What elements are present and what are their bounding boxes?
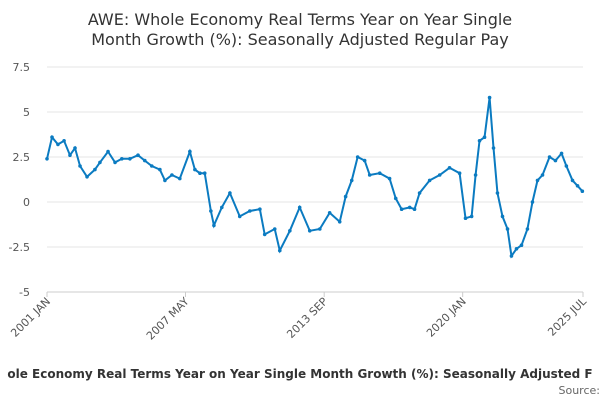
point [535,178,540,183]
point [307,229,312,233]
point [68,153,72,157]
point [491,146,496,150]
chart-title: Month Growth (%): Seasonally Adjusted Re… [91,30,508,49]
point [163,178,167,183]
x-tick-label: 2007 MAY [144,295,192,343]
y-tick-label: -2.5 [9,241,30,254]
x-tick-label: 2013 SEP [284,295,330,341]
point [193,167,197,172]
point [220,205,224,210]
point [362,158,367,163]
point [106,149,110,154]
x-tick-label: 2020 JAN [424,295,469,340]
chart-title: AWE: Whole Economy Real Terms Year on Ye… [88,10,512,29]
point [262,232,267,237]
point [495,191,500,195]
point [198,171,202,175]
point [580,189,585,193]
point [209,209,213,213]
point [248,209,252,213]
point [477,139,482,143]
point [457,171,462,175]
point [277,248,282,253]
y-tick-label: 7.5 [13,61,31,74]
point [258,207,262,211]
point [417,191,422,195]
y-tick-label: 5 [23,106,30,119]
point [212,223,216,228]
point [237,214,242,219]
point [158,167,162,172]
point [177,176,182,181]
point [142,158,147,163]
point [505,227,510,231]
point [473,173,478,177]
x-tick-label: 2001 JAN [8,295,53,340]
point [540,173,545,177]
line [46,97,584,259]
point [98,160,102,165]
point [149,164,154,168]
point [128,157,132,161]
x-tick-label: 2025 JUL [545,294,589,338]
point [447,166,452,170]
point [228,191,232,195]
point [113,160,117,165]
point [377,171,382,175]
point [570,178,575,183]
point [337,220,342,224]
point [349,178,354,183]
point [525,227,530,231]
point [393,196,398,201]
point [530,200,535,204]
y-tick-label: -5 [19,286,30,299]
point [469,214,474,219]
point [73,146,77,150]
point [412,207,417,211]
point [288,229,292,233]
source: Source: [559,384,600,397]
point [188,149,192,154]
point [93,167,97,172]
point [45,157,49,161]
y-tick-label: 2.5 [13,151,31,164]
point [355,155,360,159]
point [318,227,322,231]
point [78,164,82,168]
caption: ole Economy Real Terms Year on Year Sing… [7,367,592,381]
point [553,158,558,163]
point [297,205,302,210]
point [62,139,66,143]
point [514,247,519,251]
point [559,151,564,156]
point [407,205,412,210]
point [463,216,468,220]
point [575,184,580,188]
point [343,194,348,199]
point [202,171,207,175]
point [136,153,140,157]
y-tick-label: 0 [23,196,30,209]
point [50,135,54,139]
point [427,178,432,183]
point [170,173,174,177]
point [564,164,569,168]
point [509,254,514,258]
point [482,135,487,139]
point [85,175,89,179]
point [367,173,372,177]
point [519,243,524,247]
point [500,214,505,219]
point [399,207,404,211]
point [387,176,392,181]
point [547,155,552,159]
point [120,157,124,161]
point [487,95,492,100]
point [437,173,442,177]
point [56,142,60,147]
point [327,211,332,215]
point [272,227,277,231]
